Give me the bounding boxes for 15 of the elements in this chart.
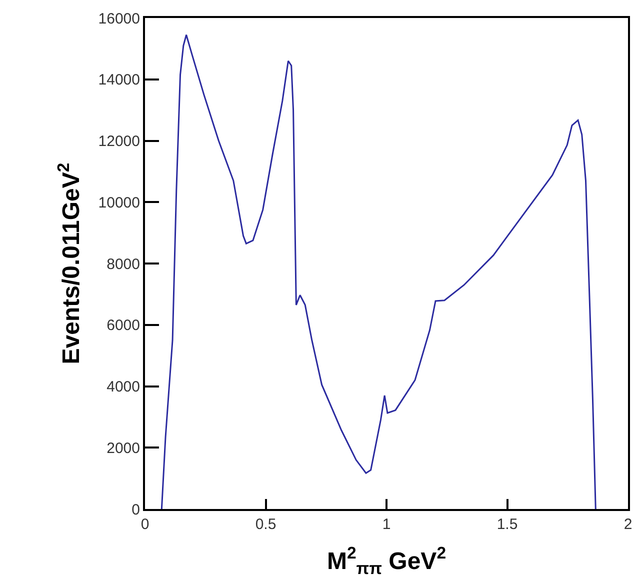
y-tick-label: 6000 xyxy=(106,317,140,334)
y-tick-label: 4000 xyxy=(106,378,140,396)
line-series xyxy=(160,34,596,509)
y-tick-label: 0 xyxy=(132,501,140,518)
y-tick-label: 16000 xyxy=(98,10,140,28)
y-tick-label: 12000 xyxy=(98,133,140,150)
x-axis-title: M$^{2}$$_{ππ}$ GeV$^{2}$ xyxy=(326,544,446,578)
y-tick-label: 14000 xyxy=(98,72,140,89)
x-tick-label: 1 xyxy=(382,516,391,533)
y-tick-label: 2000 xyxy=(106,440,140,457)
x-tick-label: 1.5 xyxy=(496,516,518,533)
y-tick-label: 8000 xyxy=(106,256,140,273)
y-tick-label: 10000 xyxy=(98,194,140,212)
x-tick-label: 2 xyxy=(624,516,632,533)
x-tick-label: 0.5 xyxy=(255,516,276,533)
